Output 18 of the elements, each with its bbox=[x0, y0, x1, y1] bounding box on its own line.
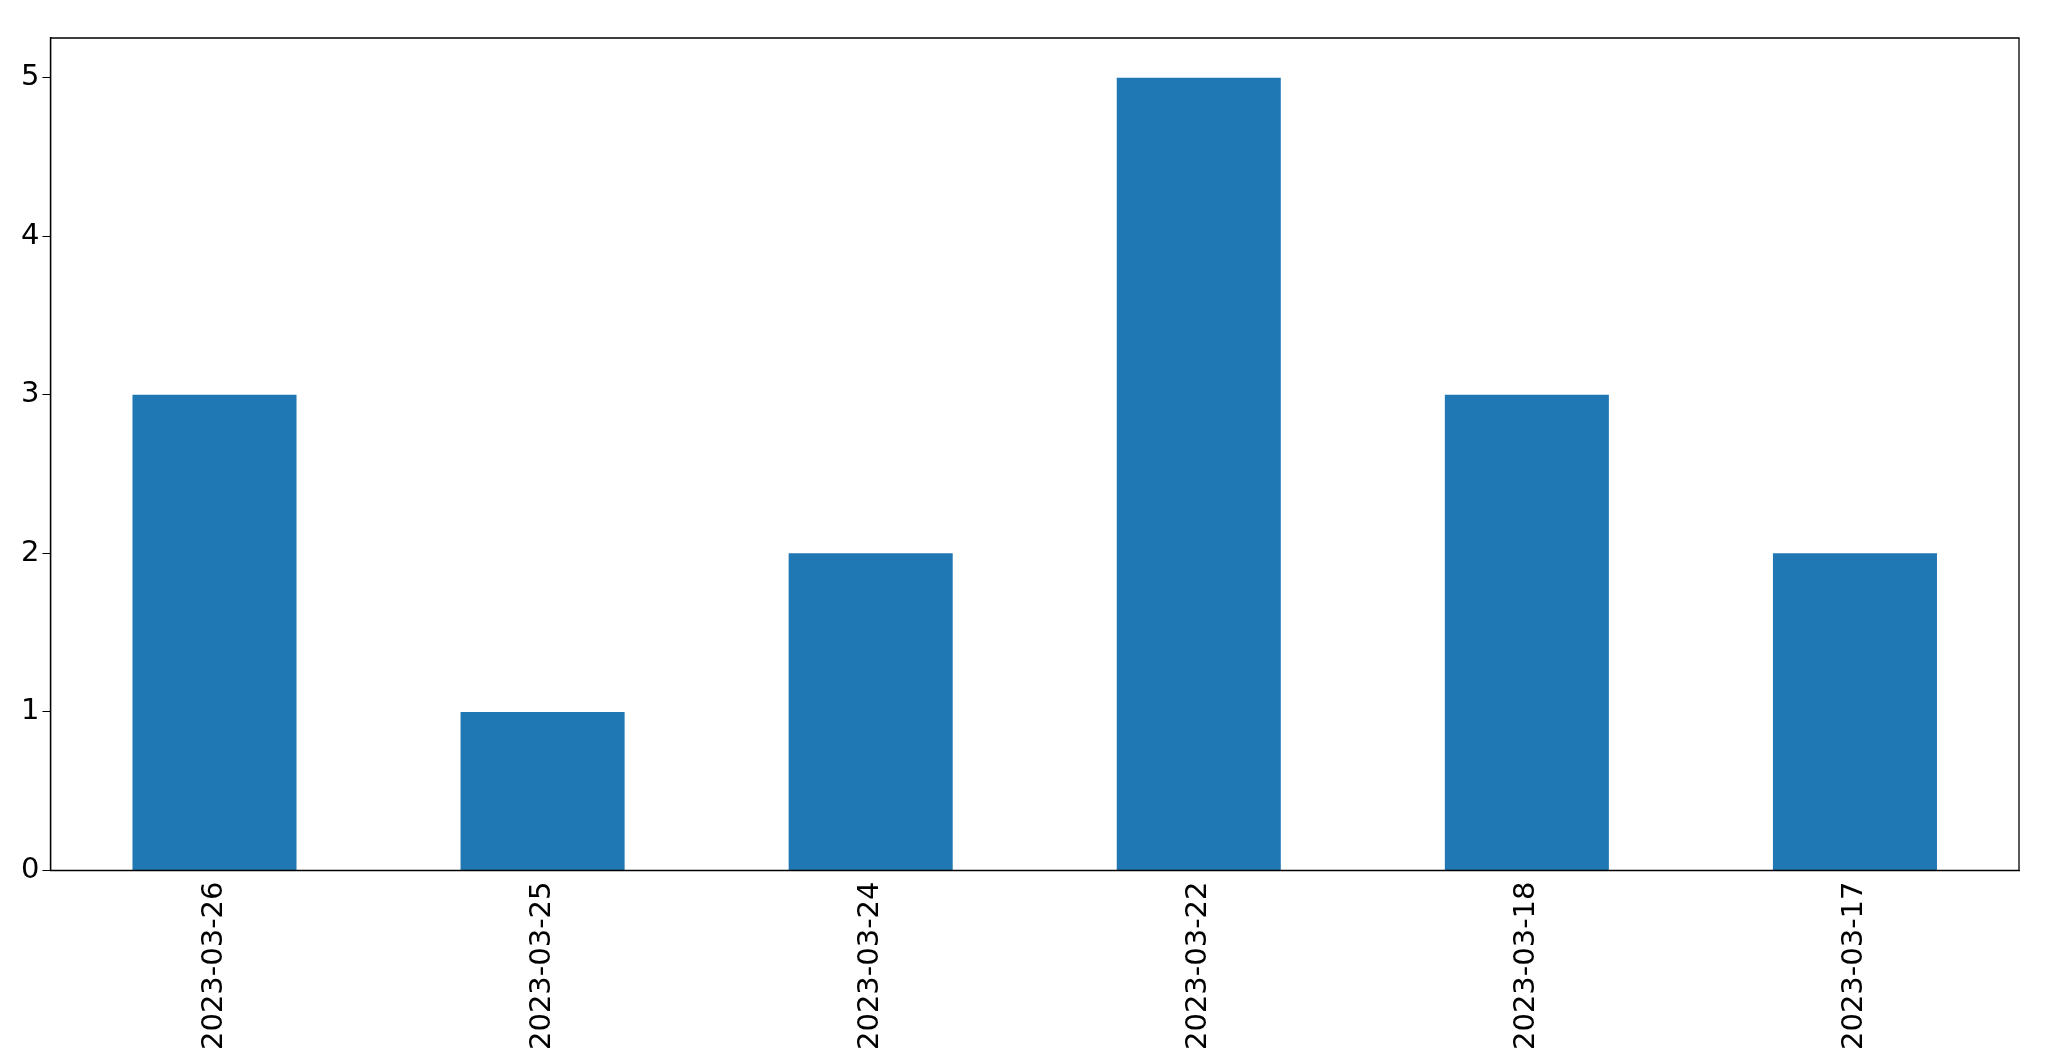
y-tick-label: 0 bbox=[21, 851, 40, 885]
y-tick-label: 2 bbox=[21, 533, 40, 568]
bar bbox=[1444, 394, 1609, 870]
x-tick-label: 2023-03-24 bbox=[851, 881, 886, 1051]
bar bbox=[1116, 77, 1281, 870]
x-tick-label: 2023-03-25 bbox=[523, 881, 558, 1051]
y-tick-label: 1 bbox=[21, 692, 40, 727]
y-tick-label: 4 bbox=[21, 216, 40, 251]
y-tick-label: 5 bbox=[21, 58, 40, 93]
y-tick-label: 3 bbox=[21, 375, 40, 410]
bar bbox=[460, 711, 625, 870]
x-tick-label: 2023-03-22 bbox=[1179, 881, 1214, 1051]
x-tick-label: 2023-03-26 bbox=[195, 881, 230, 1051]
bar bbox=[1772, 553, 1937, 870]
x-tick-label: 2023-03-17 bbox=[1835, 881, 1870, 1051]
bar bbox=[788, 553, 953, 870]
x-tick-label: 2023-03-18 bbox=[1507, 881, 1542, 1051]
bar bbox=[132, 394, 297, 870]
